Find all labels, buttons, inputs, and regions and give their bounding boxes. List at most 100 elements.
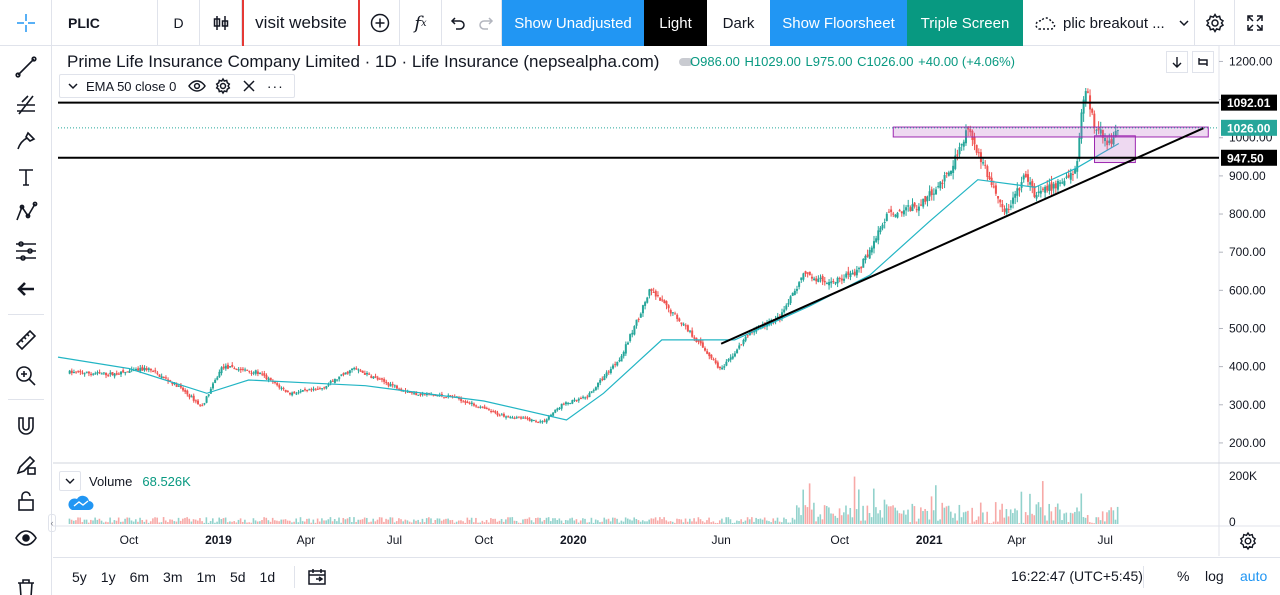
candle-body [197,400,200,404]
candle-body [1114,130,1117,137]
candle-body [618,360,621,362]
volume-bar [1080,493,1083,524]
pattern-icon[interactable] [10,198,42,228]
volume-bar [843,512,845,524]
symbol-search[interactable]: PLIC [52,0,158,46]
settings-gear-icon[interactable] [1195,0,1235,46]
zoom-icon[interactable] [10,361,42,391]
volume-bar [132,521,135,524]
triple-screen-button[interactable]: Triple Screen [907,0,1023,46]
candle-body [436,395,439,397]
range-1y[interactable]: 1y [100,568,116,585]
goto-date-icon[interactable] [307,567,327,587]
collapse-chevron-icon[interactable] [60,75,86,97]
candle-body [932,193,935,195]
compare-add-icon[interactable] [360,0,400,46]
volume-label: Volume [89,473,133,489]
volume-bar [834,515,837,524]
volume-bar [601,521,603,524]
light-theme-button[interactable]: Light [644,0,707,46]
trash-icon[interactable] [10,572,42,595]
log-scale-toggle[interactable]: log [1205,568,1224,584]
candle-body [710,354,713,359]
volume-legend[interactable]: Volume 68.526K [59,470,191,492]
scroll-down-icon[interactable] [1166,51,1188,73]
percent-scale-toggle[interactable]: % [1177,568,1190,584]
volume-bar [710,522,713,524]
volume-bar [975,519,978,524]
volume-bar [665,520,668,524]
volume-bar [887,506,890,524]
fib-icon[interactable] [10,90,42,120]
lock-pencil-icon[interactable] [10,450,42,480]
indicator-settings-icon[interactable] [210,75,236,97]
range-5d[interactable]: 5d [229,568,246,585]
volume-bar [203,522,206,524]
legend-title: Prime Life Insurance Company Limited · 1… [67,51,694,73]
candle-body [712,359,715,361]
volume-collapse-icon[interactable] [59,471,81,491]
candle-body [924,196,927,202]
remove-indicator-icon[interactable] [236,75,262,97]
prediction-icon[interactable] [10,236,42,266]
range-1d[interactable]: 1d [259,568,276,585]
layout-selector[interactable]: plic breakout ... [1023,0,1195,46]
crosshair-menu-icon[interactable] [0,0,52,46]
candle-body [477,406,480,408]
candle-body [821,275,824,282]
candle-body [1052,184,1055,189]
brush-icon[interactable] [10,126,42,156]
redo-icon[interactable] [472,0,502,46]
visibility-eye-icon[interactable] [184,75,210,97]
magnet-icon[interactable] [10,411,42,441]
volume-bar [107,522,109,524]
ruler-icon[interactable] [10,325,42,355]
volume-bar [502,521,505,524]
restore-pane-icon[interactable] [1192,51,1214,73]
volume-bar [169,519,171,524]
clock-readout[interactable]: 16:22:47 (UTC+5:45) [1011,568,1143,584]
volume-bar [920,507,922,524]
range-3m[interactable]: 3m [163,568,183,585]
auto-scale-toggle[interactable]: auto [1240,568,1268,584]
volume-bar [1089,522,1091,524]
back-arrow-icon[interactable] [10,274,42,304]
candle-body [443,397,446,399]
volume-bar [945,506,948,524]
range-6m[interactable]: 6m [129,568,150,585]
price-chart[interactable]: 1200.001100.001000.00900.00800.00700.006… [53,46,1280,557]
candle-body [410,392,413,394]
volume-bar [1046,520,1048,524]
range-5y[interactable]: 5y [72,568,87,585]
show-unadjusted-button[interactable]: Show Unadjusted [502,0,644,46]
lock-icon[interactable] [10,486,42,516]
ema-legend[interactable]: EMA 50 close 0 ··· [59,74,296,98]
candle-body [490,410,493,412]
candle-body [731,356,734,359]
undo-icon[interactable] [442,0,472,46]
volume-bar [781,522,783,524]
range-1m[interactable]: 1m [196,568,216,585]
collapse-sidebar-icon[interactable]: ‹ [48,514,56,532]
interval-selector[interactable]: D [158,0,200,46]
candle-body [363,372,366,375]
dark-theme-button[interactable]: Dark [722,14,755,32]
volume-bar [1056,503,1059,524]
volume-bar [751,517,753,524]
text-icon[interactable] [10,162,42,192]
more-options-icon[interactable]: ··· [266,78,284,94]
volume-bar [1110,507,1113,524]
chart-pane[interactable]: 1200.001100.001000.00900.00800.00700.006… [53,46,1280,557]
trendline-icon[interactable] [10,52,42,82]
show-floorsheet-button[interactable]: Show Floorsheet [770,0,907,46]
volume-bar [289,520,291,524]
chart-settings-gear-icon[interactable] [1238,531,1258,556]
candle-body [524,417,527,419]
volume-bar [284,519,287,524]
chart-type-icon[interactable] [200,0,242,46]
fullscreen-icon[interactable] [1235,0,1275,46]
eye-icon[interactable] [10,523,42,553]
volume-bar [674,522,676,524]
visit-website-button[interactable]: visit website [242,0,360,46]
